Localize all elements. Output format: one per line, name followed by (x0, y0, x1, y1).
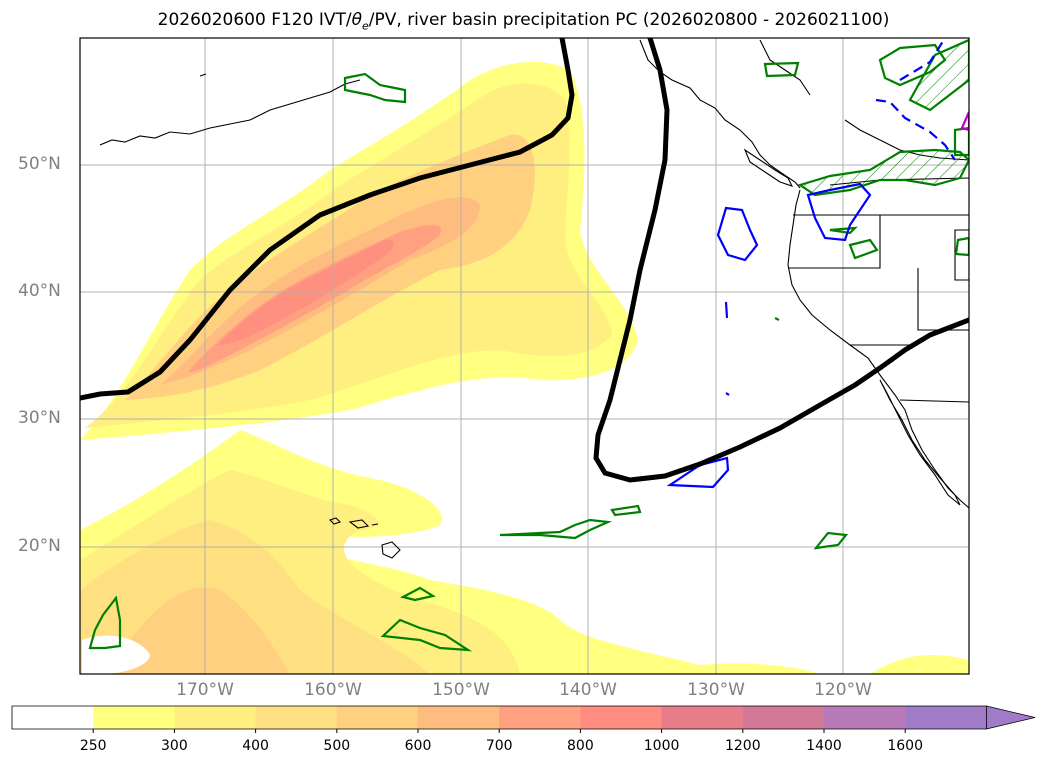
colorbar-tick-label: 700 (485, 738, 513, 754)
colorbar-swatch (661, 706, 744, 729)
colorbar-swatch (93, 706, 175, 729)
colorbar-tick-label: 600 (404, 738, 432, 754)
colorbar-tick-label: 250 (79, 738, 107, 754)
lat-label-20: 20°N (18, 536, 61, 556)
colorbar-tick-label: 1000 (643, 738, 680, 754)
colorbar-tick-label: 500 (323, 738, 351, 754)
lat-label-40: 40°N (18, 281, 61, 301)
colorbar-extend-arrow (986, 705, 1036, 730)
colorbar-tick-label: 1600 (887, 738, 924, 754)
colorbar (11, 705, 1036, 733)
theta-e-contours (666, 38, 956, 489)
colorbar-tick-label: 1200 (724, 738, 761, 754)
lat-label-50: 50°N (18, 154, 61, 174)
colorbar-swatch (742, 706, 825, 729)
map-frame (79, 37, 970, 675)
pv-contour (960, 111, 969, 132)
precip-contours (88, 38, 969, 652)
coastlines (99, 39, 969, 559)
lat-label-30: 30°N (18, 408, 61, 428)
lon-label-120w: 120°W (814, 680, 872, 700)
colorbar-swatch (336, 706, 419, 729)
map-title: 2026020600 F120 IVT/θe/PV, river basin p… (157, 10, 890, 33)
colorbar-swatch (418, 706, 500, 729)
lon-label-170w: 170°W (176, 680, 234, 700)
colorbar-swatch (905, 706, 987, 729)
ivt-shading (80, 61, 969, 674)
colorbar-tick-label: 1400 (806, 738, 842, 754)
ivt-hole (82, 635, 150, 674)
colorbar-tick-label: 800 (567, 738, 594, 754)
colorbar-swatch (580, 706, 663, 729)
colorbar-swatch (255, 706, 338, 729)
pv-thick-contour (80, 38, 969, 483)
colorbar-tick-label: 400 (242, 738, 269, 754)
lon-label-150w: 150°W (432, 680, 490, 700)
lon-label-130w: 130°W (687, 680, 745, 700)
colorbar-swatch (824, 706, 906, 729)
colorbar-swatch (174, 706, 257, 729)
colorbar-swatch (12, 706, 94, 729)
colorbar-tick-label: 300 (161, 738, 188, 754)
lon-label-140w: 140°W (559, 680, 617, 700)
colorbar-swatch (499, 706, 581, 729)
lon-label-160w: 160°W (304, 680, 362, 700)
ivt-band-250-ne (870, 654, 969, 674)
